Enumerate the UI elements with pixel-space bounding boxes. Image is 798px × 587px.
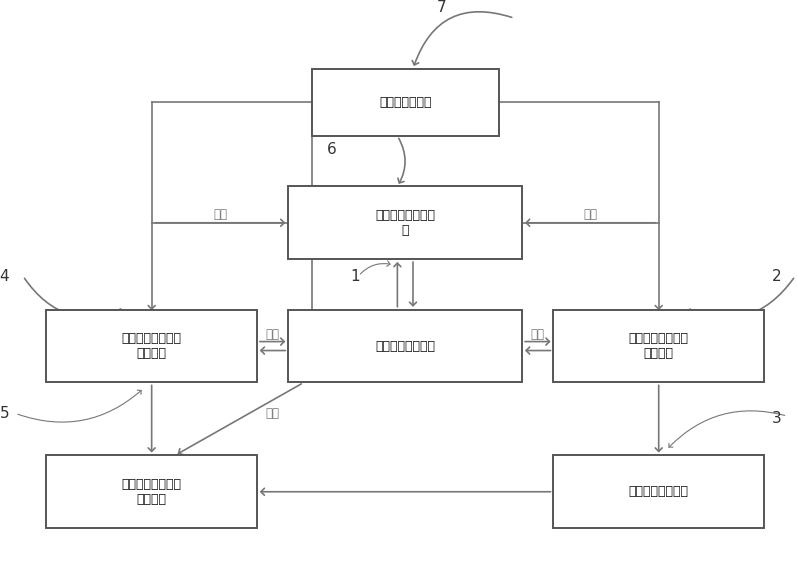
FancyBboxPatch shape <box>311 69 499 136</box>
FancyBboxPatch shape <box>553 456 764 528</box>
Text: 后端电话端口模块: 后端电话端口模块 <box>629 485 689 498</box>
Text: 3: 3 <box>772 411 781 426</box>
FancyBboxPatch shape <box>288 186 522 259</box>
Text: 2: 2 <box>772 268 781 284</box>
FancyBboxPatch shape <box>288 309 522 383</box>
Text: 网络: 网络 <box>531 328 545 342</box>
Text: 供受电切换模块: 供受电切换模块 <box>379 96 432 109</box>
FancyBboxPatch shape <box>46 456 257 528</box>
Text: 5: 5 <box>0 406 9 421</box>
Text: 后端网络电源混合
端口模块: 后端网络电源混合 端口模块 <box>629 332 689 360</box>
Text: 电源选择和变换模
块: 电源选择和变换模 块 <box>375 209 435 237</box>
Text: 1: 1 <box>350 268 360 284</box>
Text: 前端网络电源混合
端口模块: 前端网络电源混合 端口模块 <box>121 332 182 360</box>
Text: 电源: 电源 <box>583 208 598 221</box>
Text: 前端电话网络混合
端口模块: 前端电话网络混合 端口模块 <box>121 478 182 506</box>
FancyBboxPatch shape <box>46 309 257 383</box>
FancyBboxPatch shape <box>553 309 764 383</box>
Text: 7: 7 <box>437 0 446 15</box>
Text: 网络信号处理模块: 网络信号处理模块 <box>375 339 435 353</box>
Text: 6: 6 <box>327 143 337 157</box>
Text: 网络: 网络 <box>266 407 279 420</box>
Text: 4: 4 <box>0 268 9 284</box>
Text: 电源: 电源 <box>213 208 227 221</box>
Text: 网络: 网络 <box>266 328 279 342</box>
